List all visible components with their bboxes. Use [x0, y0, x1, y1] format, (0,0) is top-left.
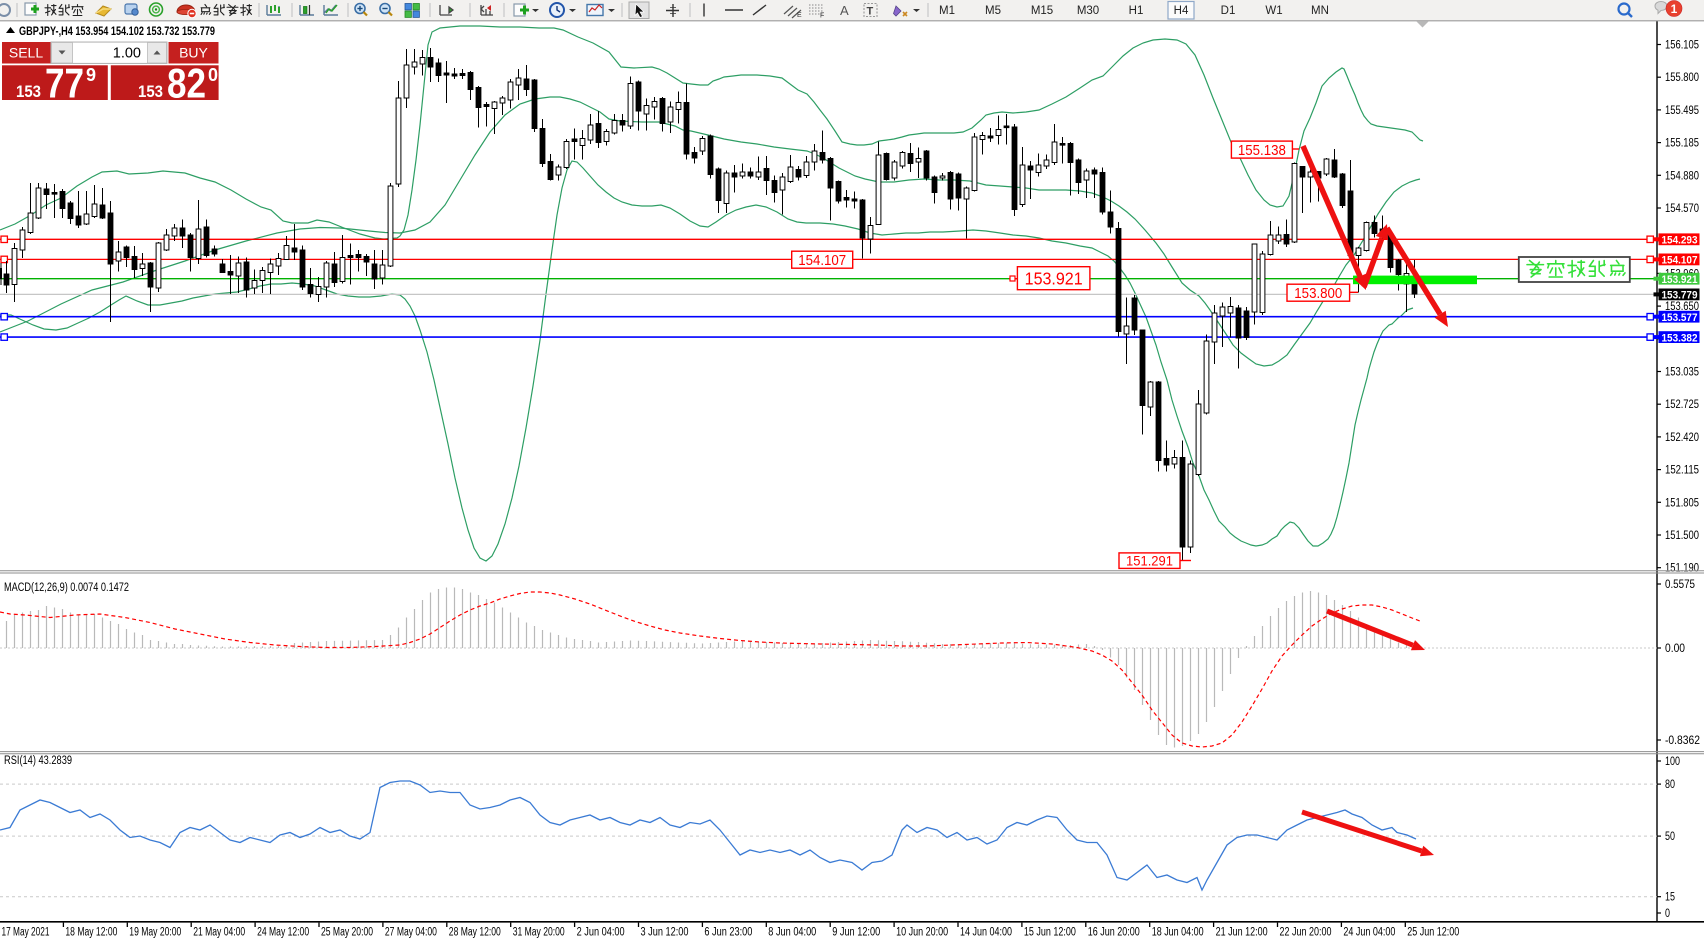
svg-text:T: T	[867, 6, 874, 18]
svg-text:153.921: 153.921	[1662, 274, 1698, 286]
svg-text:0.00: 0.00	[1665, 643, 1685, 655]
svg-text:156.105: 156.105	[1665, 40, 1699, 52]
svg-text:152.115: 152.115	[1665, 465, 1699, 477]
svg-text:17 May 2021: 17 May 2021	[2, 927, 50, 939]
svg-text:153.800: 153.800	[1294, 286, 1342, 302]
svg-text:M5: M5	[985, 5, 1001, 17]
svg-text:19 May 20:00: 19 May 20:00	[129, 927, 181, 939]
svg-text:155.495: 155.495	[1665, 105, 1699, 117]
svg-text:18 Jun 04:00: 18 Jun 04:00	[1152, 927, 1204, 939]
svg-text:50: 50	[1665, 831, 1675, 843]
svg-text:152.420: 152.420	[1665, 432, 1699, 444]
svg-text:14 Jun 04:00: 14 Jun 04:00	[960, 927, 1012, 939]
svg-text:1.00: 1.00	[113, 46, 141, 62]
svg-text:W1: W1	[1265, 5, 1282, 17]
svg-text:153.779: 153.779	[1662, 290, 1698, 302]
svg-text:RSI(14) 43.2839: RSI(14) 43.2839	[4, 755, 72, 767]
svg-text:151.500: 151.500	[1665, 530, 1699, 542]
svg-text:2 Jun 04:00: 2 Jun 04:00	[577, 927, 625, 939]
svg-text:H1: H1	[1129, 5, 1144, 17]
svg-text:21 Jun 12:00: 21 Jun 12:00	[1216, 927, 1268, 939]
svg-text:22 Jun 20:00: 22 Jun 20:00	[1280, 927, 1332, 939]
svg-text:80: 80	[1665, 779, 1675, 791]
svg-text:28 May 12:00: 28 May 12:00	[449, 927, 501, 939]
svg-text:M1: M1	[939, 5, 955, 17]
svg-text:D1: D1	[1221, 5, 1236, 17]
svg-text:151.291: 151.291	[1126, 553, 1173, 569]
svg-text:153.035: 153.035	[1665, 367, 1699, 379]
svg-text:154.107: 154.107	[798, 253, 846, 269]
svg-text:9 Jun 12:00: 9 Jun 12:00	[832, 927, 880, 939]
svg-text:6 Jun 23:00: 6 Jun 23:00	[704, 927, 752, 939]
svg-text:154.570: 154.570	[1665, 203, 1699, 215]
svg-text:25 Jun 12:00: 25 Jun 12:00	[1407, 927, 1459, 939]
svg-text:151.805: 151.805	[1665, 497, 1699, 509]
svg-text:0: 0	[1665, 908, 1670, 920]
svg-text:155.185: 155.185	[1665, 138, 1699, 150]
svg-text:BUY: BUY	[179, 45, 208, 61]
svg-text:154.880: 154.880	[1665, 170, 1699, 182]
svg-text:16 Jun 20:00: 16 Jun 20:00	[1088, 927, 1140, 939]
svg-text:E: E	[797, 12, 802, 19]
svg-text:3 Jun 12:00: 3 Jun 12:00	[641, 927, 689, 939]
svg-text:SELL: SELL	[9, 45, 43, 61]
svg-text:82: 82	[167, 60, 206, 107]
svg-text:153: 153	[16, 82, 41, 101]
svg-text:153.577: 153.577	[1662, 312, 1698, 324]
svg-text:24 Jun 04:00: 24 Jun 04:00	[1343, 927, 1395, 939]
svg-text:153.382: 153.382	[1662, 332, 1698, 344]
svg-text:18 May 12:00: 18 May 12:00	[65, 927, 117, 939]
svg-text:F: F	[820, 13, 824, 20]
svg-text:9: 9	[86, 65, 96, 85]
svg-text:25 May 20:00: 25 May 20:00	[321, 927, 373, 939]
svg-text:10 Jun 20:00: 10 Jun 20:00	[896, 927, 948, 939]
svg-text:15: 15	[1665, 892, 1675, 904]
svg-text:153.650: 153.650	[1665, 301, 1699, 313]
svg-text:153: 153	[138, 82, 163, 101]
svg-text:M30: M30	[1077, 5, 1099, 17]
svg-text:MN: MN	[1311, 5, 1329, 17]
svg-text:21 May 04:00: 21 May 04:00	[193, 927, 245, 939]
svg-text:1: 1	[1671, 2, 1678, 16]
svg-text:GBPJPY-,H4 153.954 154.102 15: GBPJPY-,H4 153.954 154.102 153.732 153.7…	[19, 26, 215, 38]
svg-text:155.138: 155.138	[1238, 143, 1286, 159]
svg-text:100: 100	[1665, 756, 1680, 768]
svg-text:155.800: 155.800	[1665, 72, 1699, 84]
svg-text:A: A	[840, 3, 849, 18]
svg-text:MACD(12,26,9) 0.0074 0.1472: MACD(12,26,9) 0.0074 0.1472	[4, 582, 129, 594]
svg-text:24 May 12:00: 24 May 12:00	[257, 927, 309, 939]
svg-text:153.921: 153.921	[1025, 269, 1083, 289]
svg-text:154.293: 154.293	[1662, 235, 1698, 247]
svg-text:151.190: 151.190	[1665, 563, 1699, 575]
svg-text:0.5575: 0.5575	[1665, 579, 1695, 591]
svg-text:152.725: 152.725	[1665, 399, 1699, 411]
svg-text:27 May 04:00: 27 May 04:00	[385, 927, 437, 939]
svg-text:77: 77	[45, 60, 84, 107]
svg-text:0: 0	[208, 65, 218, 85]
svg-text:31 May 20:00: 31 May 20:00	[513, 927, 565, 939]
svg-text:-0.8362: -0.8362	[1665, 735, 1700, 747]
svg-text:H4: H4	[1174, 5, 1189, 17]
svg-text:154.107: 154.107	[1662, 255, 1698, 267]
svg-text:15 Jun 12:00: 15 Jun 12:00	[1024, 927, 1076, 939]
svg-text:8 Jun 04:00: 8 Jun 04:00	[768, 927, 816, 939]
svg-text:M15: M15	[1031, 5, 1053, 17]
